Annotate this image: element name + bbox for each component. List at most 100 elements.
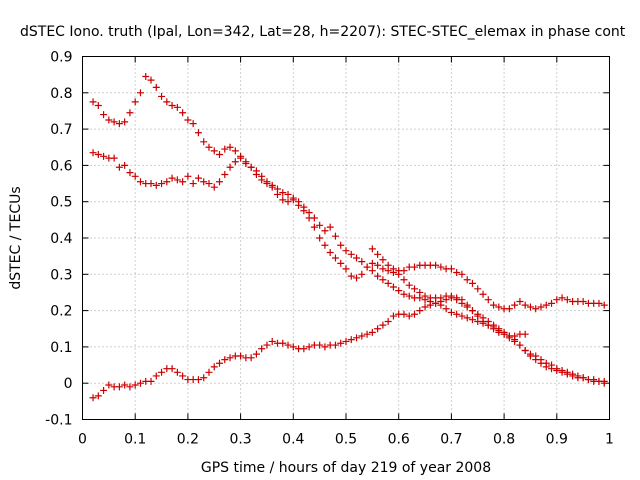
data-point [511,301,519,309]
data-point [542,301,550,309]
data-point [368,267,376,275]
y-axis-label: dSTEC / TECUs [8,186,24,289]
data-point [437,263,445,271]
data-point [384,261,392,269]
data-point [268,337,276,345]
data-point [500,330,508,338]
data-point [590,376,598,384]
data-point [100,111,108,119]
data-point [416,307,424,315]
data-point [131,381,139,389]
data-point [158,92,166,100]
data-point [279,196,287,204]
data-point [310,214,318,222]
data-point [379,321,387,329]
data-point [231,158,239,166]
data-point [411,310,419,318]
data-point [331,254,339,262]
data-point [395,287,403,295]
data-point [247,354,255,362]
data-point [505,305,513,313]
data-point [374,272,382,280]
data-point [558,294,566,302]
data-point [563,370,571,378]
data-point [400,310,408,318]
data-point [337,241,345,249]
data-point [521,301,529,309]
data-point [300,345,308,353]
data-point [374,261,382,269]
data-point [94,102,102,110]
x-tick-label: 0.2 [177,432,199,448]
data-point [532,305,540,313]
series-2 [89,149,608,387]
data-point [490,325,498,333]
data-point [453,268,461,276]
data-point [205,180,213,188]
data-point [284,190,292,198]
data-point [447,292,455,300]
data-point [305,343,313,351]
data-point [384,279,392,287]
data-point [405,292,413,300]
data-point [189,180,197,188]
data-point [126,383,134,391]
data-point [326,249,334,257]
data-point [447,265,455,273]
data-point [447,308,455,316]
data-point [147,76,155,84]
data-point [189,120,197,128]
data-point [237,154,245,162]
data-point [342,247,350,255]
y-tick-label: 0.1 [50,340,72,356]
data-point [526,352,534,360]
y-tick-label: 0.5 [50,195,72,211]
data-point [316,341,324,349]
x-tick-label: 0.3 [229,432,251,448]
data-point [421,292,429,300]
data-point [152,372,160,380]
data-point [147,180,155,188]
data-point [595,299,603,307]
data-point [94,151,102,159]
data-point [389,283,397,291]
data-point [484,296,492,304]
data-point [131,172,139,180]
data-point [200,374,208,382]
data-point [353,274,361,282]
data-point [221,170,229,178]
data-point [194,376,202,384]
data-point [463,314,471,322]
data-point [347,272,355,280]
data-point [205,368,213,376]
x-tick-label: 0.7 [440,432,462,448]
data-point [89,394,97,402]
chart-title: dSTEC Iono. truth (Ipal, Lon=342, Lat=28… [20,24,626,40]
y-tick-label: 0.3 [50,267,72,283]
data-point [305,209,313,217]
data-point [158,368,166,376]
y-tick-label: 0.7 [50,122,72,138]
data-point [326,223,334,231]
data-point [115,120,123,128]
data-point [569,372,577,380]
data-point [474,312,482,320]
data-point [474,285,482,293]
data-point [273,190,281,198]
data-point [316,234,324,242]
data-point [221,356,229,364]
data-point [295,198,303,206]
data-point [463,301,471,309]
data-point [395,270,403,278]
data-point [416,288,424,296]
data-point [479,290,487,298]
data-point [179,372,187,380]
data-point [136,379,144,387]
data-point [210,183,218,191]
data-point [453,310,461,318]
data-point [490,301,498,309]
data-point [347,250,355,258]
data-point [537,359,545,367]
x-tick-label: 0.9 [546,432,568,448]
data-point [163,178,171,186]
